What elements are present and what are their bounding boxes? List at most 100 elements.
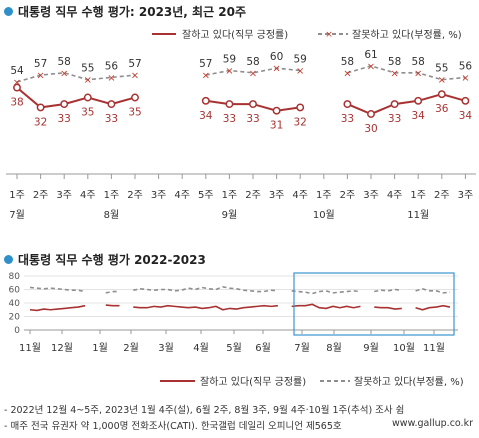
disapprove-point-marker: ×	[60, 68, 68, 79]
approve-data-label: 33	[341, 113, 354, 125]
disapprove-data-label: 57	[128, 58, 141, 70]
weekly-approval-chart: 잘하고 있다(직무 긍정률) × 잘못하고 있다(부정률, %)×54 ×57×58×…	[6, 28, 476, 221]
x-tick-label: 3주	[458, 190, 474, 201]
x-tick-label: 1주	[104, 190, 120, 201]
approve-point	[437, 90, 446, 99]
legend-disapprove-label: 잘못하고 있다(부정률, %)	[352, 28, 462, 41]
month-tick-label: 11월	[423, 342, 445, 354]
approve-data-label: 33	[105, 113, 118, 125]
disapprove-data-label: 55	[81, 63, 94, 75]
recent-20-weeks-highlight-box	[293, 272, 455, 336]
month-tick-label: 1월	[92, 342, 108, 354]
disapprove-point-marker: ×	[390, 68, 398, 79]
approve-series-line	[29, 304, 86, 312]
x-tick-label: 3주	[363, 190, 379, 201]
approve-series-line	[16, 86, 136, 109]
disapprove-data-label: 55	[435, 63, 448, 75]
disapprove-data-label: 57	[199, 58, 212, 70]
disapprove-series-line	[205, 67, 301, 76]
approve-data-label: 35	[128, 107, 141, 119]
approve-series-line	[347, 93, 466, 116]
approve-point	[249, 100, 257, 109]
approve-point	[131, 93, 139, 102]
month-tick-label: 4월	[193, 342, 209, 354]
month-label: 11월	[407, 209, 429, 221]
disapprove-data-label: 56	[459, 60, 473, 72]
approve-point	[296, 103, 305, 112]
disapprove-data-label: 58	[412, 56, 425, 68]
x-tick-label: 4주	[174, 190, 190, 201]
x-tick-label: 2주	[127, 190, 143, 201]
month-tick-label: 9월	[363, 342, 379, 354]
disapprove-point-marker: ×	[343, 68, 351, 79]
disapprove-point-marker: ×	[131, 71, 139, 82]
approve-point	[461, 96, 470, 105]
disapprove-data-label: 58	[341, 56, 354, 68]
month-label: 8월	[104, 209, 120, 221]
x-tick-label: 3주	[151, 190, 167, 201]
disapprove-data-label: 58	[246, 56, 259, 68]
approve-data-label: 36	[435, 103, 449, 115]
x-tick-label: 1주	[410, 190, 426, 201]
approve-data-label: 32	[294, 116, 307, 128]
bullet-dot-icon	[4, 255, 13, 264]
disapprove-point-marker: ×	[367, 61, 375, 72]
month-tick-label: 3월	[158, 342, 174, 354]
approve-data-label: 33	[246, 113, 259, 125]
x-tick-label: 2주	[434, 190, 450, 201]
approve-series-line	[415, 304, 451, 311]
disapprove-series-line	[16, 71, 136, 83]
disapprove-point-marker: ×	[414, 68, 422, 79]
x-tick-label: 4주	[292, 190, 308, 201]
disapprove-point-marker: ×	[272, 64, 280, 75]
bullet-dot-icon	[4, 7, 13, 16]
x-tick-label: 1주	[222, 190, 238, 201]
disapprove-series-line	[29, 286, 86, 293]
month-label: 9월	[222, 209, 238, 221]
disapprove-point-marker: ×	[461, 73, 469, 84]
disapprove-data-label: 59	[223, 54, 236, 66]
x-tick-label: 1주	[316, 190, 332, 201]
disapprove-point-marker: ×	[202, 71, 210, 82]
approve-data-label: 38	[10, 97, 23, 109]
approve-data-label: 34	[199, 110, 213, 122]
disapprove-series-line	[291, 290, 361, 295]
approve-point	[343, 100, 352, 109]
disapprove-series-line	[347, 65, 466, 81]
approve-point	[201, 96, 210, 105]
disapprove-data-label: 59	[294, 54, 307, 66]
y-tick-label: 60	[9, 286, 21, 296]
approve-point	[367, 110, 375, 118]
disapprove-point-marker: ×	[107, 73, 115, 84]
approve-point	[83, 93, 92, 102]
legend-approve-label: 잘하고 있다(직무 긍정률)	[200, 375, 306, 388]
disapprove-point-marker: ×	[296, 66, 304, 77]
approve-series-line	[374, 306, 402, 310]
disapprove-series-line	[133, 285, 278, 293]
approve-point	[13, 83, 21, 92]
disapprove-point-marker: ×	[225, 66, 233, 77]
approve-data-label: 35	[81, 107, 94, 119]
approve-point	[225, 100, 234, 109]
month-tick-label: 7월	[294, 342, 310, 354]
disapprove-series-line	[415, 287, 451, 294]
approve-data-label: 31	[270, 120, 283, 132]
month-tick-label: 2월	[123, 342, 139, 354]
approve-point	[36, 103, 45, 112]
chart-title-history-text: 대통령 직무 수행 평가 2022-2023	[18, 253, 206, 267]
disapprove-data-label: 58	[58, 56, 71, 68]
x-tick-label: 3주	[56, 190, 72, 201]
month-tick-label: 6월	[255, 342, 271, 354]
month-tick-label: 12월	[51, 342, 73, 354]
y-tick-label: 40	[9, 299, 21, 309]
y-tick-label: 80	[9, 272, 21, 282]
approve-data-label: 32	[34, 116, 47, 128]
disapprove-point-marker: ×	[84, 75, 92, 86]
approve-series-line	[133, 304, 278, 311]
month-tick-label: 8월	[326, 342, 342, 354]
x-tick-label: 2주	[245, 190, 261, 201]
x-tick-label: 2주	[33, 190, 49, 201]
y-tick-label: 0	[14, 326, 20, 336]
footnote-methodology: - 매주 전국 유권자 약 1,000명 전화조사(CATI). 한국갤럽 데일…	[4, 421, 342, 432]
month-tick-label: 10월	[393, 342, 415, 354]
